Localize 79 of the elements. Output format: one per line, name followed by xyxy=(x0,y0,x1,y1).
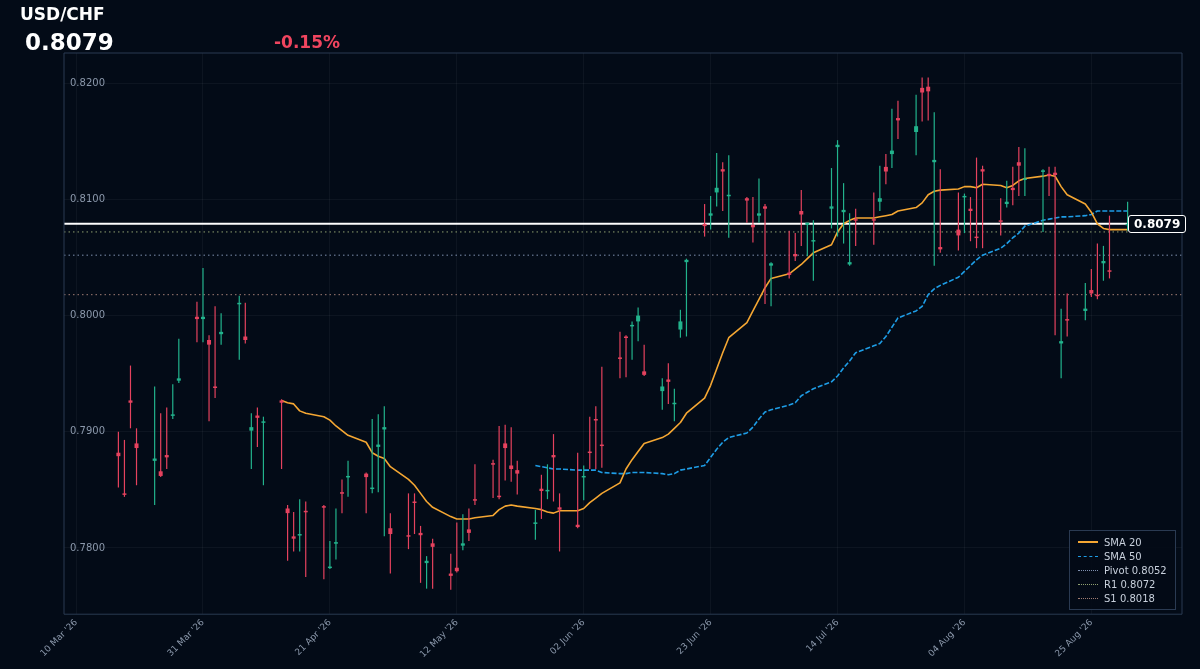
candlestick xyxy=(744,196,749,224)
candlestick xyxy=(430,538,435,590)
candlestick xyxy=(176,338,181,384)
candlestick xyxy=(811,219,816,282)
candlestick xyxy=(170,383,175,420)
candlestick xyxy=(660,377,665,411)
candlestick xyxy=(1089,268,1094,298)
legend-label: S1 0.8018 xyxy=(1104,592,1155,604)
candlestick xyxy=(339,478,344,514)
candlestick xyxy=(491,459,496,499)
candlestick xyxy=(829,167,834,230)
candlestick xyxy=(388,512,393,575)
candlestick xyxy=(406,492,411,550)
candlestick xyxy=(472,463,477,506)
candlestick xyxy=(503,424,508,482)
legend-label: R1 0.8072 xyxy=(1104,578,1156,590)
y-tick-label: 0.7800 xyxy=(70,541,105,553)
y-tick-label: 0.8100 xyxy=(70,193,105,204)
candlestick xyxy=(515,460,520,496)
candlestick xyxy=(799,189,804,247)
candlestick xyxy=(769,261,774,307)
candlestick xyxy=(998,197,1003,237)
text: -0.15% xyxy=(274,32,341,52)
candlestick xyxy=(321,504,326,580)
candlestick xyxy=(1107,215,1112,280)
candlestick xyxy=(708,195,713,231)
candlestick xyxy=(920,76,925,123)
candlestick xyxy=(1022,147,1027,197)
candlestick xyxy=(249,412,254,470)
legend-label: SMA 20 xyxy=(1104,536,1142,548)
candlestick xyxy=(593,405,598,470)
candlestick xyxy=(756,177,761,224)
candlestick xyxy=(213,305,218,399)
candlestick xyxy=(261,416,266,486)
x-tick-label: 10 Mar '26 xyxy=(38,616,80,659)
y-tick-label: 0.7900 xyxy=(70,425,105,437)
candlestick xyxy=(122,439,127,498)
candlestick xyxy=(134,427,139,486)
candlestick xyxy=(642,344,647,377)
candlestick xyxy=(720,161,725,212)
legend-label: SMA 50 xyxy=(1104,550,1142,562)
y-tick-label: 0.8000 xyxy=(70,309,105,321)
candlestick xyxy=(158,412,163,478)
chart-subtitle: 0.8079 xyxy=(25,29,114,55)
candlestick xyxy=(914,94,919,156)
line-series xyxy=(534,210,1129,476)
candlestick xyxy=(279,398,284,470)
candlestick xyxy=(853,208,858,247)
candlestick xyxy=(466,507,471,542)
candlestick xyxy=(877,165,882,212)
candlestick xyxy=(207,334,212,422)
candlestick xyxy=(678,309,683,339)
x-tick-label: 23 Jun '26 xyxy=(674,616,714,657)
candlestick xyxy=(297,498,302,553)
x-tick-label: 21 Apr '26 xyxy=(292,616,334,658)
candlestick xyxy=(460,513,465,551)
legend-label: Pivot 0.8052 xyxy=(1104,564,1167,576)
candlestick xyxy=(1041,168,1046,233)
candlestick xyxy=(883,153,888,185)
candlestick xyxy=(980,165,985,249)
candlestick xyxy=(333,507,338,561)
candlestick xyxy=(1065,292,1070,338)
y-tick-label: 0.8200 xyxy=(70,76,105,88)
candlestick xyxy=(557,492,562,553)
candlestick xyxy=(291,511,296,553)
candlestick xyxy=(533,509,538,541)
candlestick xyxy=(871,191,876,246)
x-tick-label: 25 Aug '26 xyxy=(1052,616,1095,659)
x-tick-label: 31 Mar '26 xyxy=(164,616,207,659)
candlestick xyxy=(509,426,514,483)
candlestick xyxy=(763,203,768,305)
candlestick xyxy=(285,504,290,562)
ref-line-label: 0.8079 xyxy=(1128,214,1187,233)
candlestick xyxy=(1016,146,1021,197)
candlestick xyxy=(617,331,622,379)
x-tick-label: 14 Jul '26 xyxy=(803,616,841,654)
chart-title: USD/CHF xyxy=(20,4,105,24)
candlestick xyxy=(128,364,133,429)
x-tick-label: 02 Jun '26 xyxy=(547,616,587,657)
